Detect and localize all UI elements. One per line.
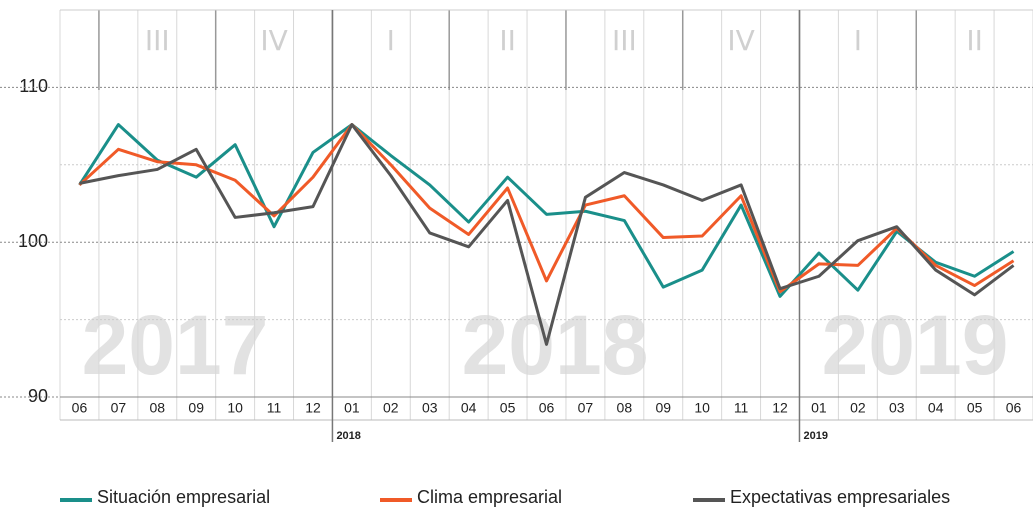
- x-tick-label: 10: [227, 400, 243, 416]
- quarter-label: I: [387, 24, 395, 57]
- y-tick-label: 100: [18, 231, 48, 251]
- x-tick-label: 12: [305, 400, 321, 416]
- x-sublabel: 2018: [336, 430, 360, 442]
- x-tick-label: 11: [267, 400, 282, 416]
- x-tick-label: 06: [539, 400, 555, 416]
- series-line: [78, 123, 1015, 298]
- x-tick-label: 11: [734, 400, 749, 416]
- x-tick-label: 07: [578, 400, 594, 416]
- x-tick-label: 08: [150, 400, 166, 416]
- x-tick-label: 02: [850, 400, 866, 416]
- x-tick-label: 03: [889, 400, 905, 416]
- quarter-label: IV: [727, 24, 754, 57]
- legend-label: Clima empresarial: [417, 487, 562, 507]
- quarter-label: IV: [260, 24, 287, 57]
- x-tick-label: 01: [811, 400, 827, 416]
- x-tick-label: 04: [928, 400, 944, 416]
- x-tick-label: 01: [344, 400, 360, 416]
- x-tick-label: 08: [617, 400, 633, 416]
- x-tick-label: 05: [500, 400, 516, 416]
- x-tick-label: 03: [422, 400, 438, 416]
- x-tick-label: 10: [694, 400, 710, 416]
- x-tick-label: 04: [461, 400, 477, 416]
- x-tick-label: 02: [383, 400, 399, 416]
- y-tick-label: 90: [28, 386, 48, 406]
- x-tick-label: 05: [967, 400, 983, 416]
- quarter-label: III: [145, 24, 170, 57]
- legend-label: Expectativas empresariales: [730, 487, 950, 507]
- quarter-label: I: [854, 24, 862, 57]
- x-tick-label: 07: [111, 400, 127, 416]
- y-tick-label: 110: [19, 76, 48, 96]
- year-watermark: 2017: [82, 298, 269, 392]
- x-tick-label: 06: [1006, 400, 1022, 416]
- legend-label: Situación empresarial: [97, 487, 270, 507]
- x-sublabel: 2019: [803, 430, 827, 442]
- x-tick-label: 12: [772, 400, 788, 416]
- quarter-label: II: [966, 24, 983, 57]
- x-tick-label: 06: [72, 400, 88, 416]
- quarter-label: III: [612, 24, 637, 57]
- quarter-label: II: [499, 24, 516, 57]
- series-line: [79, 123, 1015, 346]
- x-tick-label: 09: [188, 400, 204, 416]
- series-line: [78, 123, 1015, 294]
- x-tick-label: 09: [655, 400, 671, 416]
- year-watermark: 2019: [822, 298, 1009, 392]
